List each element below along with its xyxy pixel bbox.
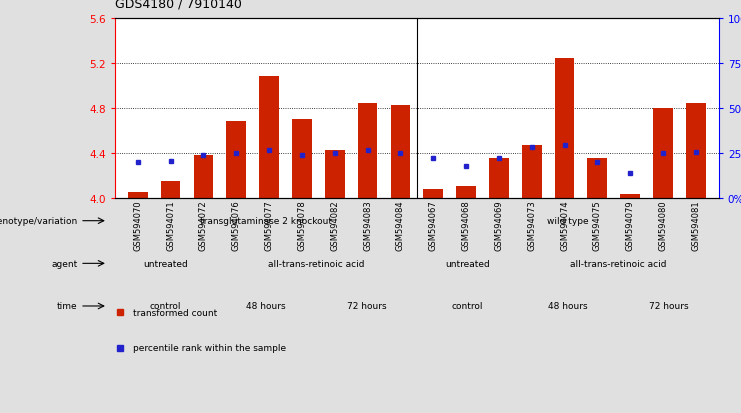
Text: all-trans-retinoic acid: all-trans-retinoic acid xyxy=(570,259,666,268)
Bar xyxy=(588,159,607,198)
Text: untreated: untreated xyxy=(445,259,490,268)
Text: control: control xyxy=(451,302,483,311)
Text: untreated: untreated xyxy=(143,259,187,268)
Text: 48 hours: 48 hours xyxy=(548,302,588,311)
Text: control: control xyxy=(150,302,181,311)
Bar xyxy=(555,59,574,198)
Text: GDS4180 / 7910140: GDS4180 / 7910140 xyxy=(115,0,242,10)
Text: wild type: wild type xyxy=(547,217,588,225)
Bar xyxy=(161,181,181,198)
Bar xyxy=(128,192,147,198)
Bar xyxy=(686,104,705,198)
Text: percentile rank within the sample: percentile rank within the sample xyxy=(133,344,286,353)
Text: 48 hours: 48 hours xyxy=(246,302,285,311)
Text: 72 hours: 72 hours xyxy=(347,302,386,311)
Bar xyxy=(193,156,213,198)
Bar xyxy=(489,159,509,198)
Bar xyxy=(325,151,345,198)
Bar xyxy=(653,109,673,198)
Text: time: time xyxy=(57,302,78,311)
Bar xyxy=(423,189,443,198)
Bar xyxy=(522,145,542,198)
Text: genotype/variation: genotype/variation xyxy=(0,217,78,225)
Bar xyxy=(620,195,640,198)
Text: 72 hours: 72 hours xyxy=(648,302,688,311)
Bar xyxy=(292,120,312,198)
Bar xyxy=(391,106,411,198)
Bar xyxy=(259,77,279,198)
Bar xyxy=(227,122,246,198)
Bar xyxy=(358,104,377,198)
Bar xyxy=(456,187,476,198)
Text: transformed count: transformed count xyxy=(133,308,217,317)
Text: agent: agent xyxy=(52,259,78,268)
Text: transglutaminase 2 knockout: transglutaminase 2 knockout xyxy=(200,217,332,225)
Text: all-trans-retinoic acid: all-trans-retinoic acid xyxy=(268,259,365,268)
